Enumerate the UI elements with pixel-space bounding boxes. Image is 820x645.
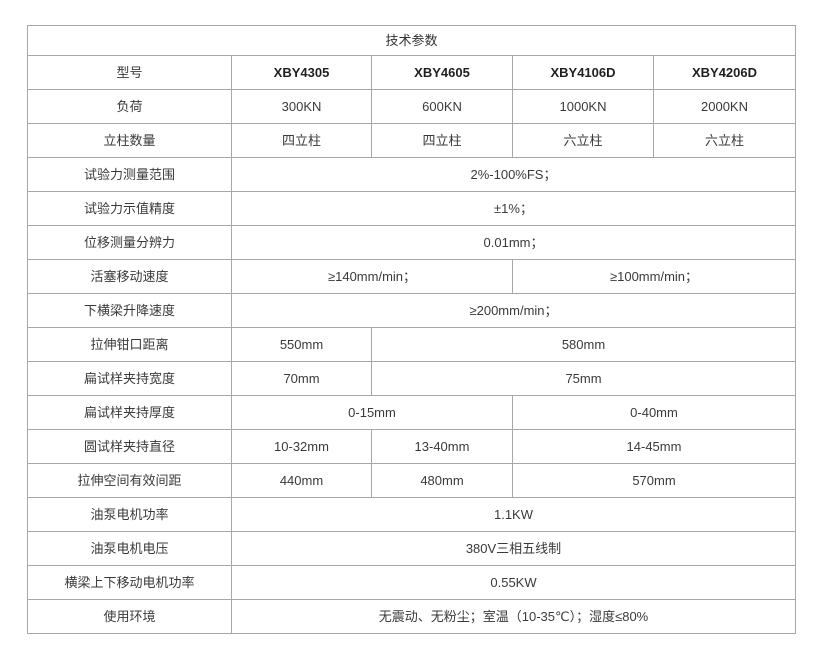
table-row-round-diameter: 圆试样夹持直径 10-32mm 13-40mm 14-45mm bbox=[27, 429, 796, 464]
table-row-load: 负荷 300KN 600KN 1000KN 2000KN bbox=[27, 89, 796, 124]
cell-value: 14-45mm bbox=[512, 429, 796, 464]
table-title: 技术参数 bbox=[27, 25, 796, 56]
cell-value: 13-40mm bbox=[371, 429, 513, 464]
cell-model-1: XBY4305 bbox=[231, 55, 372, 90]
row-label: 扁试样夹持厚度 bbox=[27, 395, 232, 430]
row-label: 拉伸钳口距离 bbox=[27, 327, 232, 362]
cell-value: ±1%； bbox=[231, 191, 796, 226]
row-label: 油泵电机功率 bbox=[27, 497, 232, 532]
cell-value: 580mm bbox=[371, 327, 796, 362]
cell-value: 600KN bbox=[371, 89, 513, 124]
cell-value: 570mm bbox=[512, 463, 796, 498]
cell-value: 0.01mm； bbox=[231, 225, 796, 260]
cell-model-2: XBY4605 bbox=[371, 55, 513, 90]
row-label: 横梁上下移动电机功率 bbox=[27, 565, 232, 600]
table-row-force-range: 试验力测量范围 2%-100%FS； bbox=[27, 157, 796, 192]
cell-value: 四立柱 bbox=[371, 123, 513, 158]
cell-value: 0-40mm bbox=[512, 395, 796, 430]
table-row-columns-count: 立柱数量 四立柱 四立柱 六立柱 六立柱 bbox=[27, 123, 796, 158]
cell-value: 440mm bbox=[231, 463, 372, 498]
row-label: 油泵电机电压 bbox=[27, 531, 232, 566]
table-row-pump-motor-power: 油泵电机功率 1.1KW bbox=[27, 497, 796, 532]
table-row-tension-space: 拉伸空间有效间距 440mm 480mm 570mm bbox=[27, 463, 796, 498]
cell-model-4: XBY4206D bbox=[653, 55, 796, 90]
row-label: 试验力测量范围 bbox=[27, 157, 232, 192]
cell-value: 75mm bbox=[371, 361, 796, 396]
row-label: 活塞移动速度 bbox=[27, 259, 232, 294]
row-label: 使用环境 bbox=[27, 599, 232, 634]
cell-value: 六立柱 bbox=[512, 123, 654, 158]
table-row-jaw-distance: 拉伸钳口距离 550mm 580mm bbox=[27, 327, 796, 362]
table-title-row: 技术参数 bbox=[27, 25, 796, 56]
row-label: 扁试样夹持宽度 bbox=[27, 361, 232, 396]
cell-value: 0-15mm bbox=[231, 395, 513, 430]
row-label: 圆试样夹持直径 bbox=[27, 429, 232, 464]
row-label: 型号 bbox=[27, 55, 232, 90]
cell-value: 480mm bbox=[371, 463, 513, 498]
cell-value: 0.55KW bbox=[231, 565, 796, 600]
cell-value: 70mm bbox=[231, 361, 372, 396]
cell-value: 1000KN bbox=[512, 89, 654, 124]
row-label: 下横梁升降速度 bbox=[27, 293, 232, 328]
row-label: 拉伸空间有效间距 bbox=[27, 463, 232, 498]
cell-value: 无震动、无粉尘；室温（10-35℃）；湿度≤80% bbox=[231, 599, 796, 634]
table-row-piston-speed: 活塞移动速度 ≥140mm/min； ≥100mm/min； bbox=[27, 259, 796, 294]
cell-value: ≥140mm/min； bbox=[231, 259, 513, 294]
cell-value: 10-32mm bbox=[231, 429, 372, 464]
cell-value: 四立柱 bbox=[231, 123, 372, 158]
cell-value: 2%-100%FS； bbox=[231, 157, 796, 192]
table-row-model: 型号 XBY4305 XBY4605 XBY4106D XBY4206D bbox=[27, 55, 796, 90]
table-row-environment: 使用环境 无震动、无粉尘；室温（10-35℃）；湿度≤80% bbox=[27, 599, 796, 634]
cell-model-3: XBY4106D bbox=[512, 55, 654, 90]
cell-value: ≥100mm/min； bbox=[512, 259, 796, 294]
cell-value: 550mm bbox=[231, 327, 372, 362]
table-row-flat-thickness: 扁试样夹持厚度 0-15mm 0-40mm bbox=[27, 395, 796, 430]
row-label: 立柱数量 bbox=[27, 123, 232, 158]
table-row-flat-width: 扁试样夹持宽度 70mm 75mm bbox=[27, 361, 796, 396]
cell-value: ≥200mm/min； bbox=[231, 293, 796, 328]
table-row-pump-motor-voltage: 油泵电机电压 380V三相五线制 bbox=[27, 531, 796, 566]
table-row-crossbeam-speed: 下横梁升降速度 ≥200mm/min； bbox=[27, 293, 796, 328]
row-label: 位移测量分辨力 bbox=[27, 225, 232, 260]
table-row-force-accuracy: 试验力示值精度 ±1%； bbox=[27, 191, 796, 226]
cell-value: 300KN bbox=[231, 89, 372, 124]
row-label: 试验力示值精度 bbox=[27, 191, 232, 226]
table-row-displacement-resolution: 位移测量分辨力 0.01mm； bbox=[27, 225, 796, 260]
cell-value: 2000KN bbox=[653, 89, 796, 124]
tech-spec-table: 技术参数 型号 XBY4305 XBY4605 XBY4106D XBY4206… bbox=[27, 25, 796, 634]
cell-value: 六立柱 bbox=[653, 123, 796, 158]
row-label: 负荷 bbox=[27, 89, 232, 124]
table-row-beam-motor-power: 横梁上下移动电机功率 0.55KW bbox=[27, 565, 796, 600]
cell-value: 1.1KW bbox=[231, 497, 796, 532]
cell-value: 380V三相五线制 bbox=[231, 531, 796, 566]
